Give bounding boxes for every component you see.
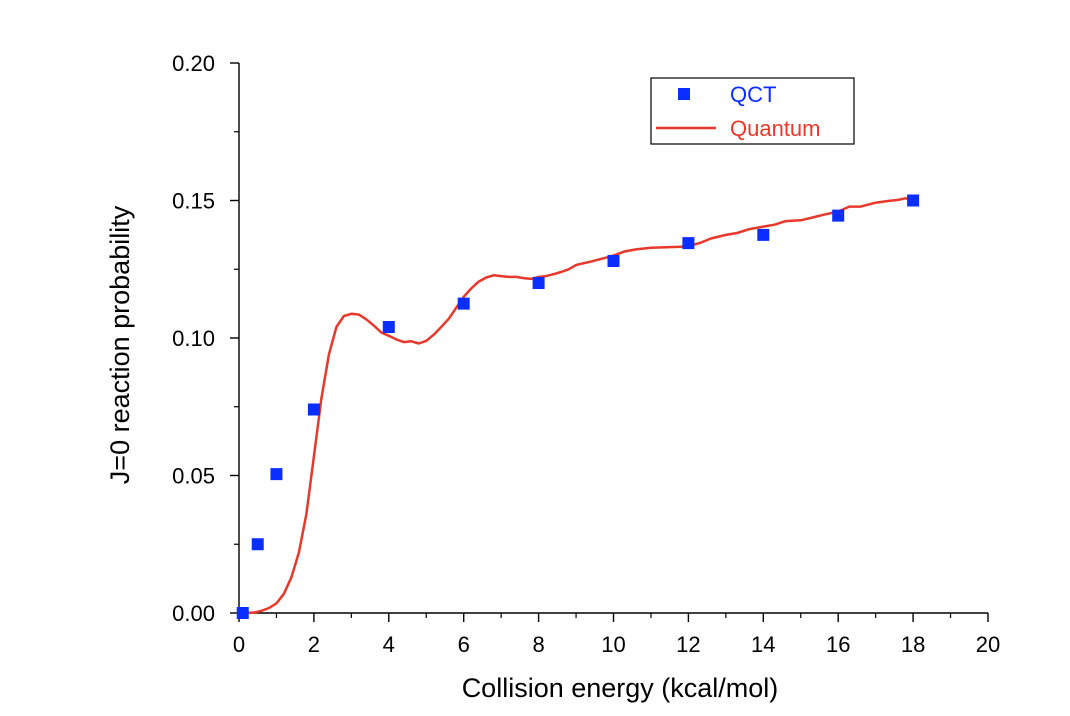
tick-labels: 0 2 4 6 8 10 12 14 16 18 20 0.00 0.05 0.10 0.15 0.20 [172,51,1000,657]
legend-label-qct: QCT [730,82,776,107]
x-tick-label: 8 [532,632,544,657]
qct-point [832,209,845,222]
quantum-line [246,197,914,615]
y-tick-label: 0.10 [172,326,215,351]
x-tick-label: 6 [458,632,470,657]
x-tick-label: 10 [601,632,625,657]
qct-point [236,607,249,619]
y-tick-label: 0.05 [172,464,215,489]
y-axis-title: J=0 reaction probability [105,205,135,484]
axes [238,63,988,614]
x-tick-label: 20 [976,632,1000,657]
legend: QCT Quantum [650,77,855,145]
qct-point [682,237,695,250]
legend-marker-qct [678,88,690,100]
qct-point [607,255,620,267]
qct-point [251,538,264,551]
x-tick-label: 16 [826,632,850,657]
qct-point [382,321,395,333]
y-tick-label: 0.00 [172,601,215,626]
qct-point [270,468,283,481]
qct-point [307,403,320,416]
x-tick-label: 0 [233,632,245,657]
x-axis-title: Collision energy (kcal/mol) [462,673,779,703]
x-tick-label: 12 [676,632,700,657]
qct-point [532,277,545,289]
ticks [230,62,989,622]
y-tick-label: 0.20 [172,51,215,76]
qct-point [757,228,770,241]
plot-area [236,194,920,619]
x-tick-label: 18 [901,632,925,657]
legend-label-quantum: Quantum [730,116,821,141]
x-tick-label: 2 [308,632,320,657]
x-tick-label: 4 [383,632,395,657]
qct-point [457,297,470,310]
x-tick-label: 14 [751,632,775,657]
y-tick-label: 0.15 [172,189,215,214]
qct-point [907,194,920,207]
